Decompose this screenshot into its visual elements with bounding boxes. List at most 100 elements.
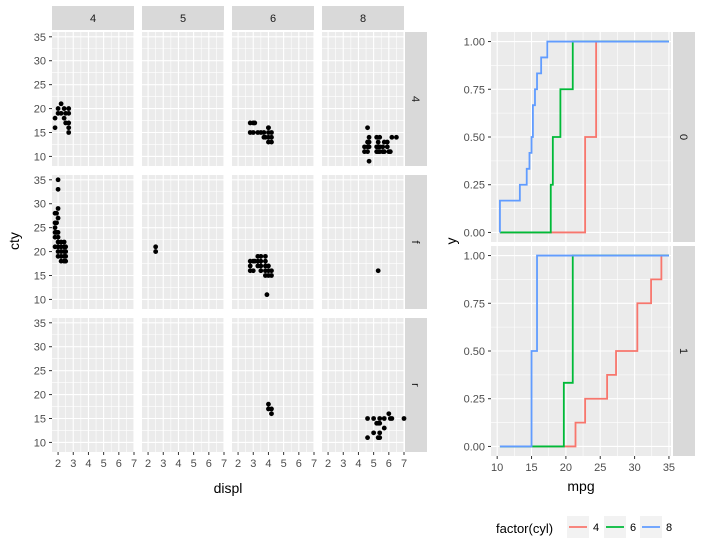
facet-strip-col xyxy=(142,6,224,30)
data-point xyxy=(269,273,274,278)
facet-strip-row xyxy=(673,246,695,456)
y-tick-label: 15 xyxy=(34,128,46,140)
data-point xyxy=(261,130,267,135)
y-tick-label: 20 xyxy=(34,104,46,116)
data-point xyxy=(394,134,399,140)
facet-strip-label: 8 xyxy=(360,13,366,25)
data-point xyxy=(55,230,61,235)
data-point xyxy=(153,249,159,254)
data-point xyxy=(250,130,256,135)
data-point xyxy=(263,134,268,140)
data-point xyxy=(387,149,393,155)
data-point xyxy=(66,106,72,111)
data-point xyxy=(389,134,395,140)
points-8-r xyxy=(365,411,407,441)
panel-background xyxy=(232,175,314,309)
y-axis-title: cty xyxy=(6,232,22,250)
data-point xyxy=(58,101,64,107)
x-tick-label: 20 xyxy=(560,462,572,474)
x-tick-label: 2 xyxy=(55,458,61,470)
data-point xyxy=(266,263,271,269)
data-point xyxy=(63,258,69,264)
y-tick-label: 0.50 xyxy=(464,346,485,358)
facet-strip-row xyxy=(673,32,695,242)
data-point xyxy=(153,244,159,250)
data-point xyxy=(365,125,370,131)
data-point xyxy=(381,149,387,155)
ecdf-lines-1 xyxy=(499,254,669,448)
y-tick-label: 10 xyxy=(34,437,46,449)
data-point xyxy=(381,425,387,431)
x-tick-label: 6 xyxy=(386,458,392,470)
points-8-4 xyxy=(362,125,399,164)
data-point xyxy=(371,430,377,436)
data-point xyxy=(61,239,67,245)
x-tick-label: 3 xyxy=(70,458,76,470)
x-axis-title: mpg xyxy=(567,478,594,494)
y-tick-label: 25 xyxy=(34,223,46,235)
data-point xyxy=(365,416,370,421)
y-tick-label: 30 xyxy=(34,342,46,354)
facet-strip-label: 4 xyxy=(90,13,96,25)
x-tick-label: 6 xyxy=(296,458,302,470)
scatter-panel xyxy=(322,32,405,166)
y-tick-label: 35 xyxy=(34,32,46,44)
data-point xyxy=(380,144,386,150)
data-point xyxy=(366,139,372,145)
facet-strip-col xyxy=(52,6,134,30)
y-tick-label: 0.25 xyxy=(464,394,485,406)
x-tick-label: 7 xyxy=(311,458,317,470)
data-point xyxy=(266,125,271,131)
points-8-f xyxy=(375,268,381,274)
y-tick-label: 0.00 xyxy=(464,441,485,453)
data-point xyxy=(258,253,264,259)
y-tick-label: 30 xyxy=(34,199,46,211)
facet-strip-col xyxy=(232,6,314,30)
y-tick-label: 0.00 xyxy=(464,227,485,239)
points-4-4 xyxy=(52,101,72,135)
data-point xyxy=(384,139,390,145)
facet-strip-label: 0 xyxy=(677,134,689,140)
scatter-panel xyxy=(232,32,315,166)
data-point xyxy=(377,430,383,436)
x-tick-label: 5 xyxy=(101,458,107,470)
data-point xyxy=(269,268,274,274)
legend-label: 4 xyxy=(593,522,599,534)
data-point xyxy=(63,244,69,250)
points-5-f xyxy=(153,244,159,254)
y-tick-label: 30 xyxy=(34,56,46,68)
data-point xyxy=(269,134,274,140)
points-6-f xyxy=(247,253,274,298)
data-point xyxy=(264,292,270,298)
x-tick-label: 10 xyxy=(491,462,503,474)
data-point xyxy=(401,416,407,421)
data-point xyxy=(381,416,387,421)
data-point xyxy=(61,106,67,111)
x-tick-label: 3 xyxy=(250,458,256,470)
data-point xyxy=(384,144,390,150)
legend-label: 6 xyxy=(630,522,636,534)
data-point xyxy=(377,416,383,421)
data-point xyxy=(247,263,253,269)
data-point xyxy=(52,225,58,231)
x-tick-label: 6 xyxy=(116,458,122,470)
points-6-r xyxy=(266,401,274,417)
x-tick-label: 7 xyxy=(131,458,137,470)
x-tick-label: 5 xyxy=(371,458,377,470)
ecdf-panel xyxy=(491,246,671,456)
data-point xyxy=(55,186,61,192)
legend-label: 8 xyxy=(666,522,672,534)
facet-strip-label: 5 xyxy=(180,13,186,25)
y-tick-label: 25 xyxy=(34,366,46,378)
legend: factor(cyl) 4 6 8 xyxy=(496,516,672,538)
facet-strip-label: r xyxy=(409,383,421,387)
panel-background xyxy=(142,318,224,452)
x-tick-label: 7 xyxy=(221,458,227,470)
panel-background xyxy=(232,318,314,452)
y-tick-label: 15 xyxy=(34,414,46,426)
data-point xyxy=(366,134,372,140)
y-tick-label: 10 xyxy=(34,294,46,306)
ecdf-line-cyl-8 xyxy=(499,40,669,233)
